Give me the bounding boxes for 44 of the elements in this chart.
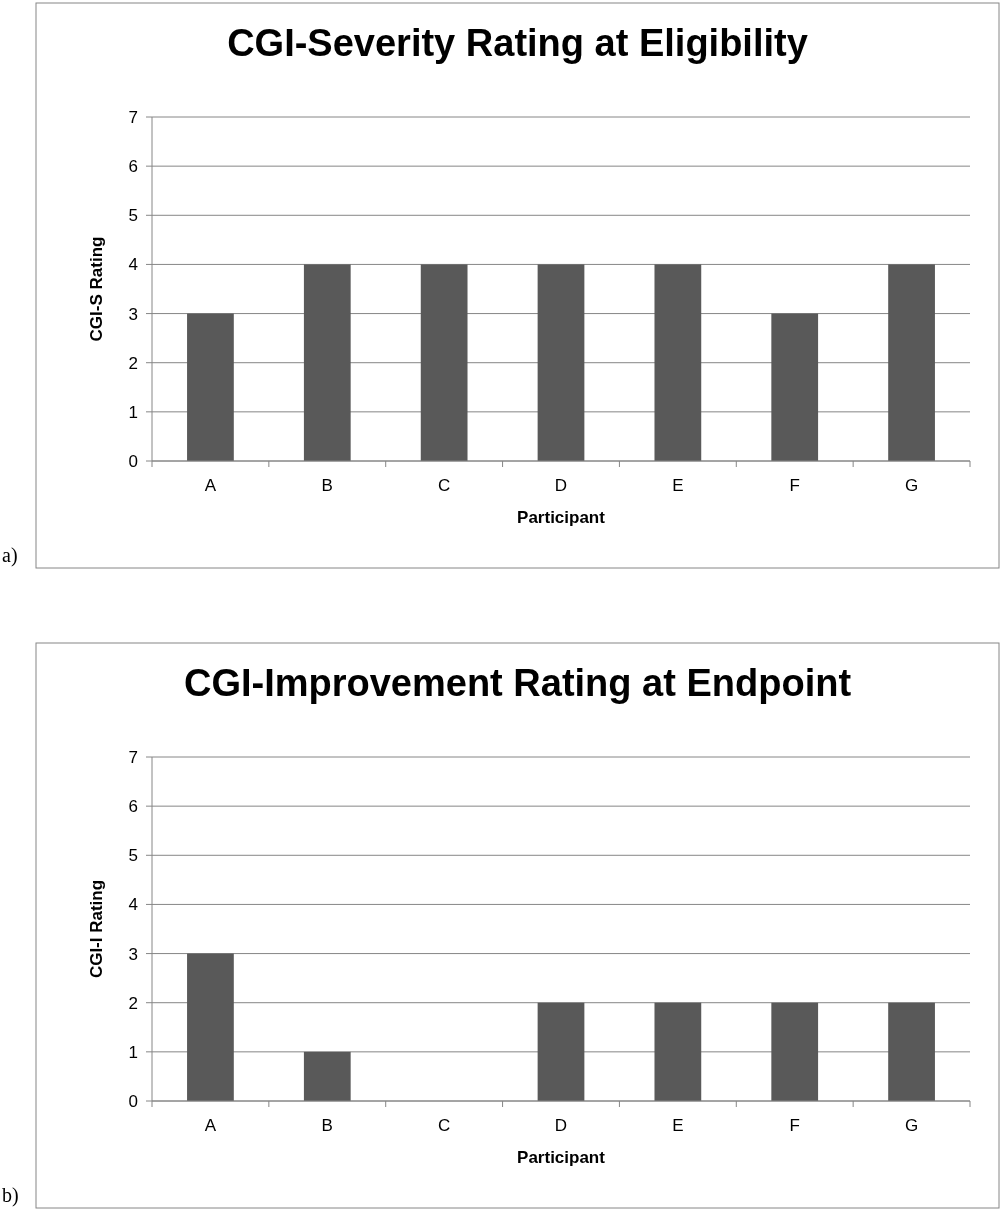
x-tick-label: D <box>554 1116 568 1135</box>
bar <box>771 1002 819 1101</box>
x-tick-label: F <box>789 476 800 495</box>
x-tick-label: A <box>204 1116 217 1135</box>
x-tick-label: A <box>204 476 217 495</box>
x-tick-label: E <box>672 476 684 495</box>
bar <box>187 953 234 1101</box>
bar <box>888 1002 935 1101</box>
text: b) <box>2 1184 19 1207</box>
y-tick-label: 0 <box>128 1091 138 1111</box>
y-tick-label: 3 <box>128 304 138 324</box>
y-tick-label: 4 <box>128 895 138 915</box>
x-tick-label: G <box>904 1116 919 1135</box>
x-tick-label: C <box>438 1116 451 1135</box>
y-tick-label: 0 <box>128 451 138 471</box>
bar <box>303 1051 351 1101</box>
x-tick-label: C <box>438 476 451 495</box>
y-tick-label: 2 <box>128 353 138 373</box>
bar <box>537 1002 585 1101</box>
y-tick-label: 6 <box>128 797 138 817</box>
y-tick-label: 7 <box>128 107 138 127</box>
x-tick-label: F <box>789 1116 800 1135</box>
y-tick-label: 1 <box>128 402 138 422</box>
bar <box>654 1002 702 1101</box>
y-tick-label: 2 <box>128 993 138 1013</box>
y-axis-title: CGI-S Rating <box>87 236 106 342</box>
y-tick-label: 1 <box>128 1042 138 1062</box>
x-tick-label: B <box>321 476 333 495</box>
y-tick-label: 5 <box>128 206 138 226</box>
text: a) <box>2 544 18 567</box>
x-tick-label: D <box>554 476 568 495</box>
chart-title: CGI-Severity Rating at Eligibility <box>227 22 808 64</box>
x-tick-label: G <box>904 476 919 495</box>
y-tick-label: 7 <box>128 747 138 767</box>
x-axis-title: Participant <box>517 1148 606 1167</box>
x-tick-label: E <box>672 1116 684 1135</box>
chart-title: CGI-Improvement Rating at Endpoint <box>183 662 852 704</box>
x-tick-label: B <box>321 1116 333 1135</box>
x-axis-title: Participant <box>517 508 606 527</box>
y-tick-label: 3 <box>128 944 138 964</box>
y-tick-label: 6 <box>128 157 138 177</box>
y-tick-label: 5 <box>128 846 138 866</box>
y-axis-title: CGI-I Rating <box>87 879 106 979</box>
y-tick-label: 4 <box>128 255 138 275</box>
